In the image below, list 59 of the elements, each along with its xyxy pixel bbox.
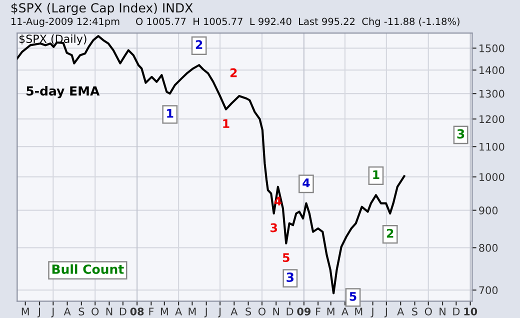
annotation: 5 bbox=[282, 253, 290, 262]
annotation: 5 bbox=[350, 292, 356, 301]
x-tick-label: M bbox=[355, 308, 362, 316]
annotation: 5-day EMA bbox=[26, 86, 100, 98]
x-tick-label: A bbox=[64, 308, 71, 316]
x-tick-label: A bbox=[175, 308, 182, 316]
x-tick-label: D bbox=[453, 308, 460, 316]
y-tick-label: 1300 bbox=[480, 90, 504, 98]
x-tick-label: M bbox=[327, 308, 334, 316]
annotation: 3 bbox=[457, 129, 464, 139]
chart-subtitle: 11-Aug-2009 12:41pm O 1005.77 H 1005.77 L 992.40 Last 995.22 Chg -11.88 (-1.18%) bbox=[11, 18, 460, 27]
x-tick-label: M bbox=[22, 308, 29, 316]
x-tick-label: N bbox=[273, 308, 279, 316]
x-tick-label: D bbox=[120, 308, 126, 316]
x-tick-label: 10 bbox=[464, 308, 478, 316]
x-tick-label: S bbox=[246, 308, 252, 316]
annotation: 1 bbox=[167, 109, 174, 118]
x-tick-label: J bbox=[370, 308, 374, 318]
x-tick-label: D bbox=[286, 308, 294, 316]
x-tick-label: S bbox=[78, 308, 84, 316]
annotation: 3 bbox=[270, 223, 278, 232]
chart-title: $SPX (Large Cap Index) INDX bbox=[11, 2, 193, 15]
y-tick-label: 1200 bbox=[480, 115, 504, 124]
y-tick-label: 900 bbox=[479, 206, 498, 214]
x-tick-label: J bbox=[37, 308, 40, 318]
x-tick-label: O bbox=[258, 308, 266, 316]
x-tick-label: N bbox=[440, 308, 446, 316]
x-tick-label: S bbox=[412, 308, 418, 316]
x-tick-label: A bbox=[341, 308, 348, 316]
annotation: 4 bbox=[302, 178, 310, 188]
x-tick-label: O bbox=[424, 308, 432, 316]
annotation: 1 bbox=[373, 170, 380, 179]
x-tick-label: J bbox=[204, 308, 207, 318]
annotation: Bull Count bbox=[52, 264, 124, 274]
x-tick-label: J bbox=[384, 308, 387, 318]
x-tick-label: O bbox=[92, 308, 99, 316]
y-tick-label: 1400 bbox=[480, 66, 504, 74]
x-tick-label: 09 bbox=[297, 308, 311, 316]
annotation: 3 bbox=[286, 272, 294, 282]
x-tick-label: M bbox=[188, 308, 196, 316]
y-tick-label: 700 bbox=[479, 286, 498, 294]
y-tick-label: 1100 bbox=[480, 142, 504, 151]
annotation: 2 bbox=[230, 68, 237, 78]
x-tick-label: 08 bbox=[130, 308, 144, 316]
series-label: $SPX (Daily) bbox=[19, 34, 86, 46]
annotation: 2 bbox=[386, 228, 394, 238]
x-tick-label: M bbox=[160, 308, 168, 316]
y-tick-label: 1500 bbox=[480, 44, 504, 52]
x-tick-label: F bbox=[316, 308, 320, 316]
x-tick-label: F bbox=[149, 308, 154, 316]
x-tick-label: J bbox=[218, 308, 221, 318]
x-tick-label: A bbox=[230, 308, 238, 316]
y-tick-label: 1000 bbox=[480, 173, 504, 181]
x-tick-label: J bbox=[51, 308, 54, 318]
annotation: 2 bbox=[196, 40, 202, 49]
x-tick-label: A bbox=[397, 308, 404, 316]
x-tick-label: N bbox=[106, 308, 112, 316]
y-tick-label: 800 bbox=[479, 244, 498, 252]
annotation: 1 bbox=[223, 119, 230, 128]
